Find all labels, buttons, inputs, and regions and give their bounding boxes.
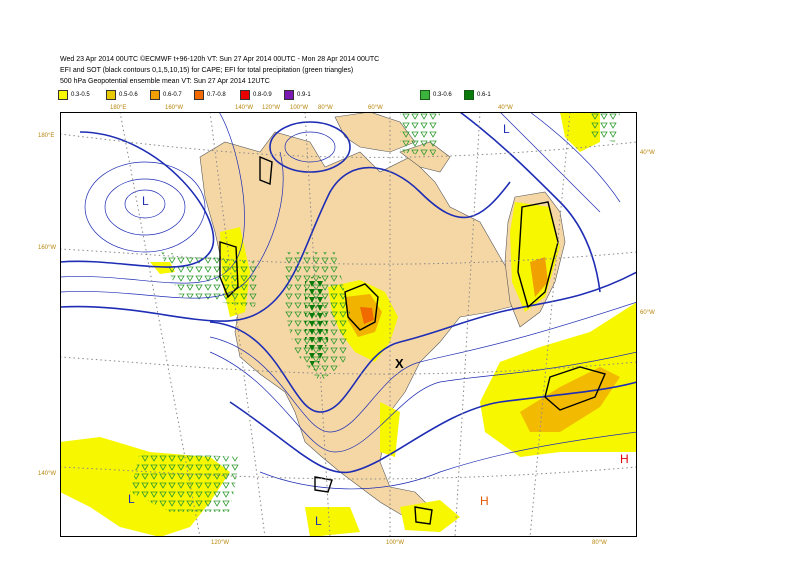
legend-item-0809: 0.8-0.9 [240, 90, 272, 100]
lat-label-right: 40°W [640, 150, 655, 156]
low-pressure-marker: L [503, 122, 510, 136]
legend-label: 0.6-1 [477, 92, 491, 98]
lon-label-top: 80°W [318, 105, 333, 111]
legend-swatch [284, 90, 294, 100]
legend-swatch [240, 90, 250, 100]
legend-label: 0.5-0.6 [119, 92, 138, 98]
legend-swatch [420, 90, 430, 100]
legend-swatch [58, 90, 68, 100]
legend-item-0910: 0.9-1 [284, 90, 311, 100]
low-pressure-marker: L [142, 194, 149, 208]
lon-label-top: 120°W [262, 105, 281, 111]
legend-item-0607: 0.6-0.7 [150, 90, 182, 100]
lon-label-bottom: 120°W [211, 540, 230, 546]
legend-item-precip-0610: 0.6-1 [464, 90, 491, 100]
legend-label: 0.7-0.8 [207, 92, 226, 98]
high-pressure-marker: H [620, 452, 629, 466]
legend-label: 0.9-1 [297, 92, 311, 98]
lon-label-top: 180°E [110, 105, 127, 111]
title-line-2: EFI and SOT (black contours 0,1,5,10,15)… [60, 67, 354, 74]
low-pressure-marker: L [128, 492, 135, 506]
lon-label-top: 140°W [235, 105, 254, 111]
legend-item-precip-0306: 0.3-0.6 [420, 90, 452, 100]
legend-label: 0.6-0.7 [163, 92, 182, 98]
legend-swatch [194, 90, 204, 100]
lon-label-top: 60°W [368, 105, 383, 111]
legend-label: 0.3-0.5 [71, 92, 90, 98]
lat-label-left: 140°W [38, 471, 57, 477]
legend-swatch [464, 90, 474, 100]
lon-label-bottom: 80°W [592, 540, 607, 546]
legend-swatch [150, 90, 160, 100]
high-pressure-marker: H [480, 494, 489, 508]
point-marker: X [395, 356, 404, 371]
lon-label-top: 100°W [290, 105, 309, 111]
title-line-3: 500 hPa Geopotential ensemble mean VT: S… [60, 78, 270, 85]
legend-swatch [106, 90, 116, 100]
lon-label-bottom: 100°W [386, 540, 405, 546]
lon-label-top: 160°W [165, 105, 184, 111]
legend-label: 0.8-0.9 [253, 92, 272, 98]
legend: 0.3-0.5 0.5-0.6 0.6-0.7 0.7-0.8 0.8-0.9 … [58, 90, 618, 104]
legend-item-0305: 0.3-0.5 [58, 90, 90, 100]
lat-label-right: 60°W [640, 310, 655, 316]
cape-black-contours [219, 155, 606, 525]
graticule [60, 112, 637, 537]
geopotential-contours [60, 112, 637, 490]
legend-item-0708: 0.7-0.8 [194, 90, 226, 100]
lat-label-left: 160°W [38, 245, 57, 251]
forecast-map: L L L L H H X [60, 112, 637, 537]
legend-label: 0.3-0.6 [433, 92, 452, 98]
low-pressure-marker: L [315, 514, 322, 528]
title-line-1: Wed 23 Apr 2014 00UTC ©ECMWF t+96-120h V… [60, 56, 380, 63]
lat-label-left: 180°E [38, 133, 55, 139]
map-canvas [60, 112, 637, 537]
lon-label-top: 40°W [498, 105, 513, 111]
legend-item-0506: 0.5-0.6 [106, 90, 138, 100]
